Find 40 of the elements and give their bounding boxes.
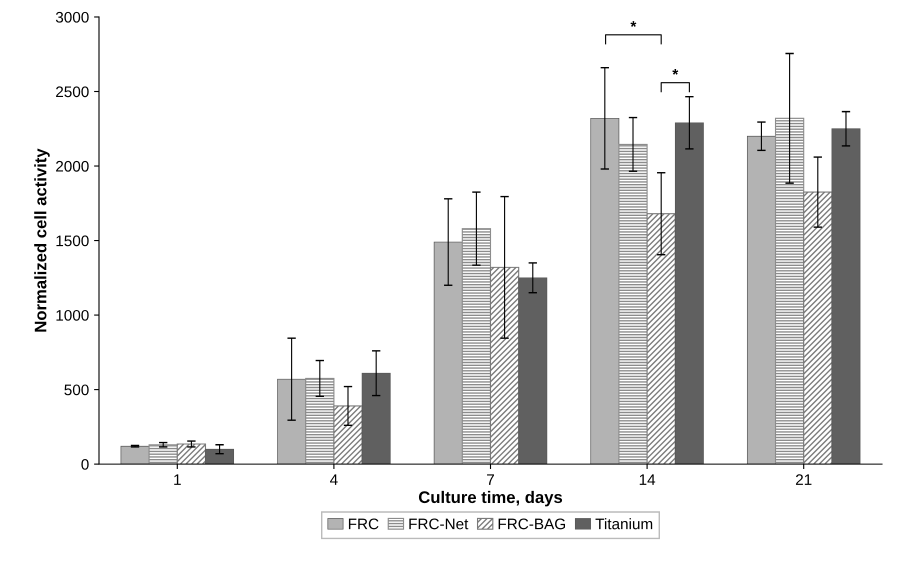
legend-label: Titanium	[596, 518, 652, 530]
x-tick-label: 1	[174, 474, 181, 485]
x-axis-title: Culture time, days	[418, 490, 562, 506]
bar	[205, 448, 234, 464]
x-tick-label: 14	[640, 474, 656, 485]
bar	[490, 266, 520, 464]
bar	[746, 136, 776, 464]
legend-label: FRC-Net	[409, 518, 468, 530]
bar	[674, 122, 704, 464]
bar	[148, 444, 178, 464]
bar	[176, 443, 206, 464]
bar	[120, 446, 150, 464]
bar	[333, 405, 363, 464]
bar	[277, 378, 306, 464]
bar	[518, 277, 548, 464]
bar	[305, 378, 334, 464]
y-tick-label: 2500	[56, 86, 89, 98]
bar	[362, 372, 391, 464]
bar	[590, 118, 620, 464]
bar	[803, 192, 832, 464]
bar	[646, 213, 676, 464]
y-tick-label: 1500	[56, 235, 89, 246]
annotation: *	[672, 69, 678, 75]
y-tick-label: 1000	[56, 310, 89, 321]
y-tick-label: 0	[81, 458, 89, 470]
bar	[774, 118, 804, 464]
x-tick-label: 4	[330, 474, 338, 485]
annotation: *	[630, 21, 636, 27]
x-tick-label: 7	[487, 474, 494, 485]
x-tick-label: 21	[796, 474, 812, 485]
legend-label: FRC-BAG	[498, 518, 566, 530]
legend-label: FRC	[348, 518, 378, 530]
bar	[462, 228, 492, 464]
bar	[434, 242, 463, 464]
bar	[618, 144, 648, 464]
y-tick-label: 3000	[56, 12, 89, 23]
y-tick-label: 2000	[56, 160, 89, 172]
y-axis-title: Normalized cell activity	[34, 148, 50, 332]
bar	[832, 128, 860, 464]
y-tick-label: 500	[64, 384, 89, 396]
